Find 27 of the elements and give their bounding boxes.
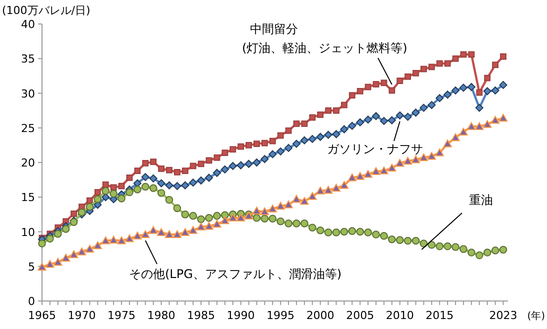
y-tick-label: 25 — [21, 122, 35, 135]
y-tick-label: 35 — [21, 52, 35, 66]
x-tick-label: 1995 — [266, 309, 295, 322]
x-tick-label: 1980 — [147, 309, 176, 322]
x-tick-label: 2000 — [306, 309, 334, 322]
y-tick-label: 0 — [28, 295, 35, 308]
x-tick-label: 2023 — [489, 309, 518, 322]
x-tick-label: 1970 — [68, 309, 96, 322]
x-tick-label: 1965 — [28, 309, 56, 322]
y-tick-label: 15 — [21, 191, 35, 204]
y-tick-label: 10 — [21, 226, 35, 239]
y-tick-label: 40 — [21, 18, 35, 31]
series-label: その他(LPG、アスファルト、潤滑油等) — [129, 267, 342, 281]
series-label: 中間留分 (灯油、軽油、ジェット燃料等) — [242, 22, 408, 55]
x-tick-label: 2005 — [346, 309, 374, 322]
x-tick-label: 2010 — [386, 309, 414, 322]
x-tick-label: 1990 — [226, 309, 255, 322]
y-tick-label: 5 — [28, 260, 35, 274]
x-tick-label: 2015 — [426, 309, 454, 322]
x-axis-title: (年) — [527, 310, 546, 322]
series-label: ガソリン・ナフサ — [327, 142, 423, 156]
y-tick-label: 20 — [21, 156, 35, 170]
text: 重油 — [469, 193, 493, 207]
x-tick-label: 1985 — [187, 309, 216, 322]
y-tick-label: 30 — [21, 87, 35, 100]
y-axis-title: (100万バレル/日) — [2, 4, 90, 17]
x-tick-label: 1975 — [108, 309, 136, 322]
